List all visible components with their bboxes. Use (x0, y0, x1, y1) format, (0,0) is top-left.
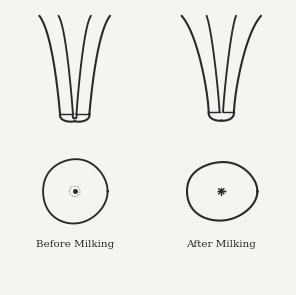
Text: After Milking: After Milking (186, 240, 256, 249)
Text: Before Milking: Before Milking (36, 240, 114, 249)
